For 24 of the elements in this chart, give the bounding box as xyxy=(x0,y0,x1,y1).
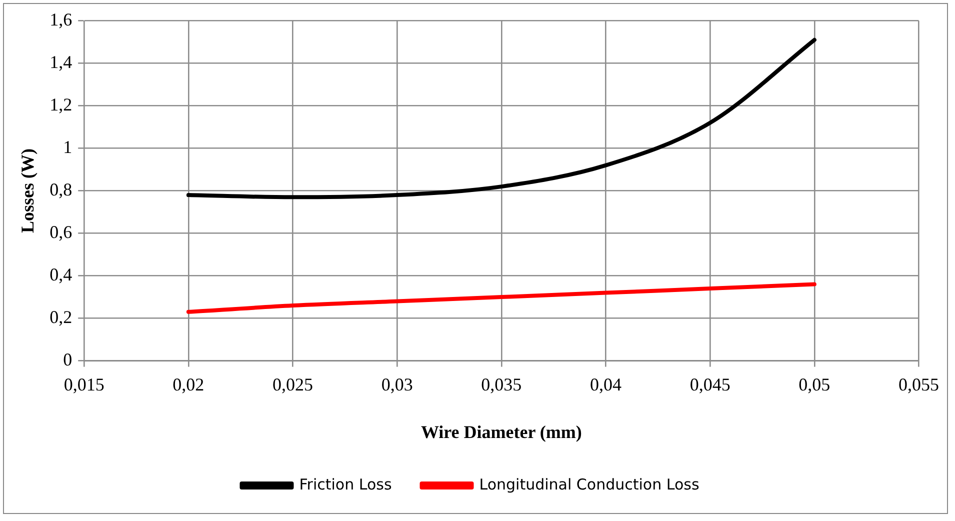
x-tick-label: 0,055 xyxy=(898,374,939,394)
legend-label: Friction Loss xyxy=(299,475,392,494)
y-tick-label: 1,6 xyxy=(50,10,72,30)
x-axis-title: Wire Diameter (mm) xyxy=(420,422,582,442)
y-tick-label: 0,6 xyxy=(50,222,72,242)
y-tick-label: 0,2 xyxy=(50,307,72,328)
x-tick-label: 0,05 xyxy=(798,374,830,394)
line-series xyxy=(186,282,816,314)
y-axis-title: Losses (W) xyxy=(17,148,38,234)
line-series xyxy=(186,38,816,200)
y-tick-label: 1 xyxy=(63,137,72,158)
y-tick-label: 1,2 xyxy=(50,94,72,115)
y-tick-label: 1,4 xyxy=(50,52,72,72)
y-tick-label: 0 xyxy=(63,350,72,370)
x-tick-label: 0,015 xyxy=(64,374,104,394)
x-tick-label: 0,03 xyxy=(381,374,413,394)
y-tick-label: 0,8 xyxy=(50,180,72,200)
x-tick-label: 0,025 xyxy=(272,374,314,394)
x-tick-label: 0,045 xyxy=(690,374,730,394)
x-tick-label: 0,04 xyxy=(590,374,622,394)
y-tick-label: 0,4 xyxy=(50,264,72,285)
x-tick-label: 0,02 xyxy=(172,374,204,394)
x-tick-label: 0,035 xyxy=(481,374,522,394)
legend-label: Longitudinal Conduction Loss xyxy=(479,475,700,494)
